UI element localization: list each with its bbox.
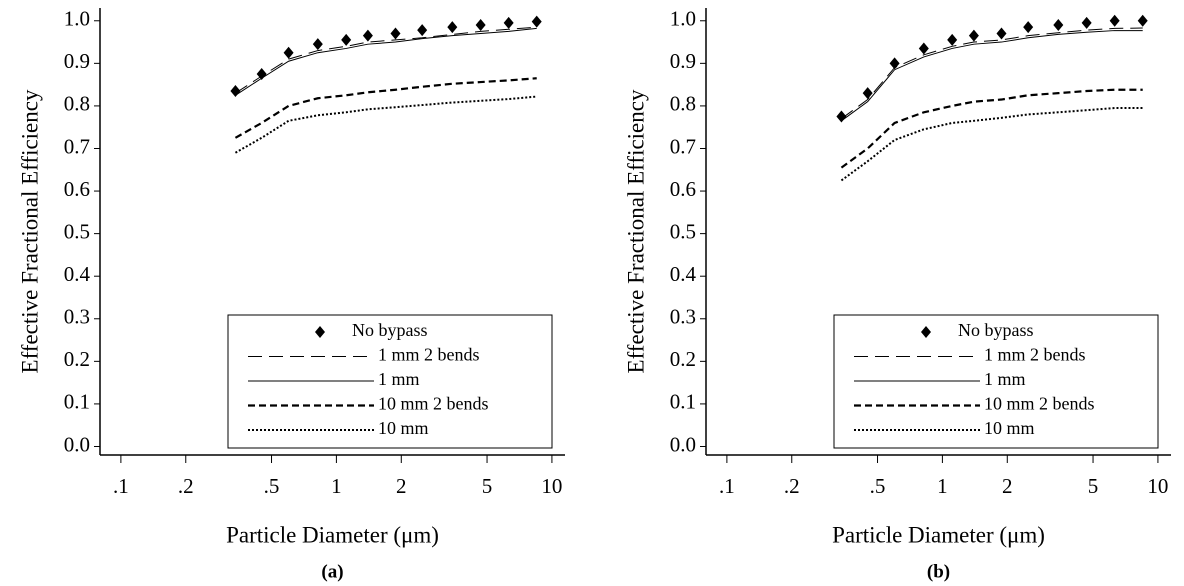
marker: [447, 21, 458, 34]
series-line: [840, 88, 1143, 169]
marker: [390, 27, 401, 40]
marker: [312, 38, 323, 51]
series-line: [841, 27, 1143, 120]
y-axis-title: Effective Fractional Efficiency: [17, 89, 42, 373]
marker: [1109, 14, 1120, 27]
legend-label: No bypass: [958, 320, 1034, 340]
x-axis-title: Particle Diameter (μm): [832, 522, 1045, 547]
y-tick-label: 0.9: [64, 49, 90, 73]
x-tick-label: 1: [331, 474, 342, 498]
legend-label: No bypass: [352, 320, 428, 340]
y-axis-title: Effective Fractional Efficiency: [623, 89, 648, 373]
y-tick-label: 0.4: [64, 262, 91, 286]
y-tick-label: 0.9: [670, 49, 696, 73]
x-tick-label: 2: [1002, 474, 1013, 498]
marker: [996, 27, 1007, 40]
y-tick-label: 0.8: [64, 92, 90, 116]
caption: (b): [927, 561, 950, 582]
y-tick-label: 0.7: [64, 134, 90, 158]
legend-label: 10 mm 2 bends: [378, 394, 489, 414]
series-line: [840, 107, 1143, 182]
x-tick-label: 5: [482, 474, 493, 498]
marker: [475, 19, 486, 32]
caption: (a): [321, 561, 343, 582]
marker: [1137, 14, 1148, 27]
y-tick-label: 0.4: [670, 262, 697, 286]
marker: [862, 87, 873, 100]
y-tick-label: 0.6: [670, 177, 696, 201]
marker: [1053, 19, 1064, 32]
series-line: [235, 26, 537, 94]
marker: [918, 42, 929, 55]
x-tick-label: .2: [784, 474, 800, 498]
marker: [362, 29, 373, 42]
x-tick-label: 1: [937, 474, 948, 498]
y-tick-label: 0.7: [670, 134, 696, 158]
x-tick-label: .1: [113, 474, 129, 498]
x-tick-label: .2: [178, 474, 194, 498]
legend-label: 10 mm: [984, 418, 1035, 438]
y-tick-label: 0.3: [670, 305, 696, 329]
x-tick-label: 2: [396, 474, 407, 498]
y-tick-label: 0.1: [64, 390, 90, 414]
x-tick-label: .1: [719, 474, 735, 498]
x-tick-label: .5: [870, 474, 886, 498]
legend-label: 1 mm: [378, 369, 420, 389]
x-tick-label: 5: [1088, 474, 1099, 498]
y-tick-label: 1.0: [670, 7, 696, 31]
marker: [503, 16, 514, 29]
legend-marker: [315, 326, 325, 338]
x-tick-label: 10: [541, 474, 562, 498]
marker: [1081, 16, 1092, 29]
y-tick-label: 0.5: [64, 219, 90, 243]
series-line: [234, 95, 537, 154]
y-tick-label: 0.6: [64, 177, 90, 201]
y-tick-label: 0.1: [670, 390, 696, 414]
legend-label: 10 mm 2 bends: [984, 394, 1095, 414]
legend-label: 1 mm 2 bends: [378, 345, 480, 365]
marker: [531, 15, 542, 28]
marker: [889, 57, 900, 70]
y-tick-label: 0.2: [670, 347, 696, 371]
y-tick-label: 1.0: [64, 7, 90, 31]
y-tick-label: 0.0: [64, 432, 90, 456]
marker: [968, 29, 979, 42]
series-line: [235, 27, 537, 96]
y-tick-label: 0.5: [670, 219, 696, 243]
marker: [283, 46, 294, 59]
x-tick-label: .5: [264, 474, 280, 498]
legend-label: 1 mm 2 bends: [984, 345, 1086, 365]
series-line: [234, 77, 537, 139]
y-tick-label: 0.2: [64, 347, 90, 371]
y-tick-label: 0.8: [670, 92, 696, 116]
legend-label: 1 mm: [984, 369, 1026, 389]
marker: [947, 33, 958, 46]
legend-label: 10 mm: [378, 418, 429, 438]
x-axis-title: Particle Diameter (μm): [226, 522, 439, 547]
y-tick-label: 0.3: [64, 305, 90, 329]
x-tick-label: 10: [1147, 474, 1168, 498]
marker: [1023, 21, 1034, 34]
y-tick-label: 0.0: [670, 432, 696, 456]
marker: [417, 24, 428, 37]
marker: [341, 33, 352, 46]
legend-marker: [921, 326, 931, 338]
series-line: [841, 30, 1143, 122]
